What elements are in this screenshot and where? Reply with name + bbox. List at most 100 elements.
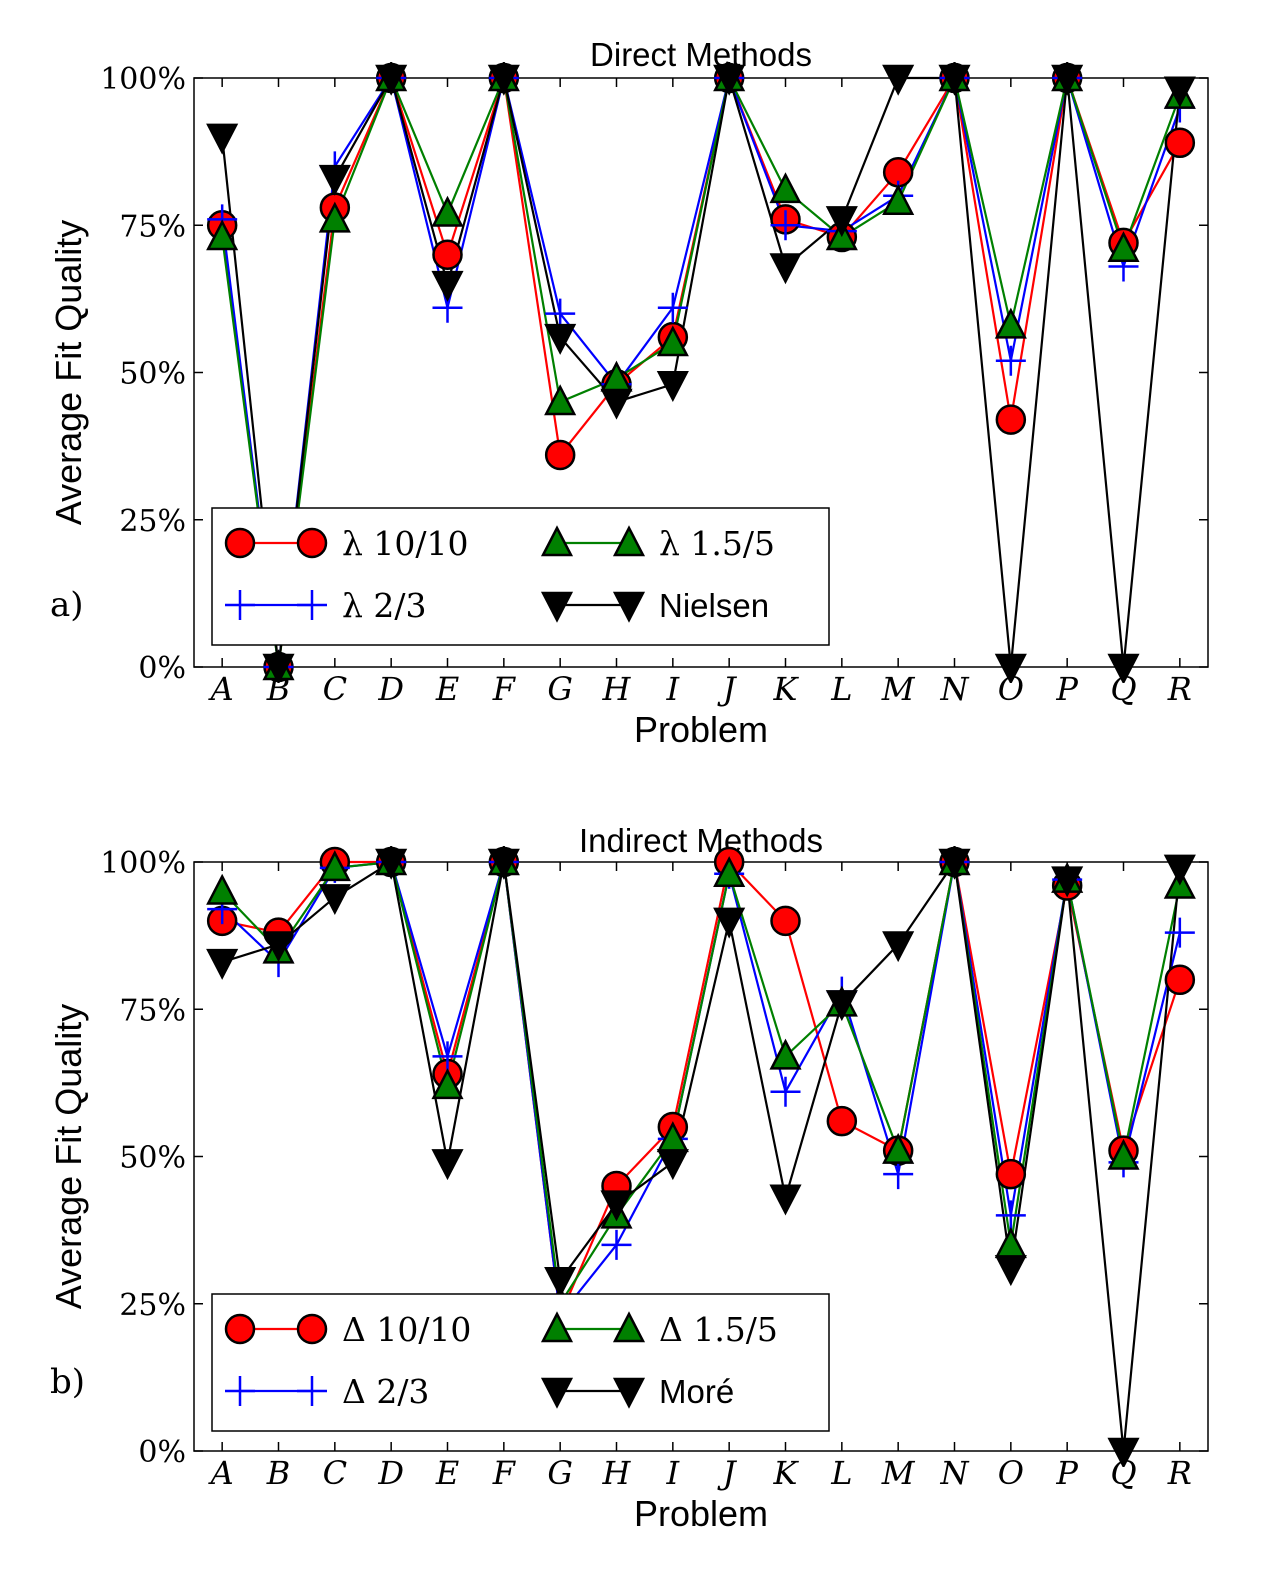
point-marker <box>206 873 239 905</box>
point-marker <box>770 1076 801 1107</box>
legend-entry: Moré <box>540 1373 734 1410</box>
x-tick-label: L <box>830 1454 852 1492</box>
point-marker <box>657 292 688 323</box>
point-marker <box>206 219 239 251</box>
point-marker <box>318 884 351 916</box>
y-tick-label: 75% <box>119 993 186 1028</box>
point-marker <box>770 905 801 937</box>
point-marker <box>656 325 689 357</box>
point-marker <box>1107 1437 1140 1467</box>
x-tick-label: J <box>717 1454 738 1492</box>
panel-label: a) <box>50 585 84 625</box>
point-marker <box>995 1158 1027 1190</box>
point-marker <box>769 253 802 285</box>
point-marker <box>545 298 576 329</box>
x-tick-label: M <box>881 670 916 708</box>
x-tick-label: R <box>1167 1454 1192 1492</box>
point-marker <box>713 856 746 888</box>
x-tick-label: F <box>492 670 517 708</box>
point-marker <box>713 64 746 96</box>
legend-entry: Δ 2/3 <box>225 1372 429 1411</box>
legend-label: Δ 1.5/5 <box>659 1310 778 1349</box>
point-marker <box>994 1255 1027 1287</box>
y-tick-label: 100% <box>100 62 186 97</box>
x-tick-label: D <box>377 1454 404 1492</box>
legend-marker <box>225 1376 255 1406</box>
point-marker <box>1107 231 1140 263</box>
x-tick-label: P <box>1055 1454 1078 1492</box>
point-marker <box>1051 64 1084 96</box>
legend: Δ 10/10 Δ 2/3 Δ 1.5/5 Moré <box>211 1293 830 1432</box>
legend-marker <box>540 591 574 623</box>
x-tick-label: B <box>266 1454 291 1492</box>
legend-marker <box>224 1313 256 1345</box>
point-marker <box>769 172 802 204</box>
x-tick-label: H <box>602 670 632 708</box>
legend-label: Nielsen <box>659 587 769 624</box>
point-marker <box>826 1105 858 1137</box>
point-marker <box>938 64 971 96</box>
point-marker <box>432 1041 463 1072</box>
x-tick-label: P <box>1055 670 1078 708</box>
y-tick-label: 75% <box>119 209 186 244</box>
point-marker <box>1107 653 1140 683</box>
point-marker <box>600 1190 633 1222</box>
x-tick-label: L <box>830 670 852 708</box>
legend-marker <box>296 527 328 559</box>
y-tick-label: 50% <box>119 1141 186 1176</box>
legend-marker <box>612 1377 646 1409</box>
point-marker <box>318 164 351 196</box>
legend-marker <box>540 525 574 557</box>
x-axis-title: Problem <box>634 709 768 750</box>
chart-title: Direct Methods <box>590 36 812 73</box>
point-marker <box>883 1159 914 1190</box>
series-layer <box>206 62 1196 683</box>
chart-panel-2: Indirect Methods 0% 25% 50% 75% 100% A B C D E F G H I… <box>48 822 1209 1534</box>
point-marker <box>1051 866 1084 898</box>
point-marker <box>375 848 408 880</box>
legend-marker <box>297 1376 327 1406</box>
point-marker <box>995 404 1027 435</box>
point-marker <box>318 201 351 233</box>
x-tick-label: D <box>377 670 404 708</box>
x-tick-label: E <box>435 670 459 708</box>
point-marker <box>375 64 408 96</box>
x-tick-label: H <box>602 1454 632 1492</box>
point-marker <box>432 239 463 270</box>
legend-marker <box>540 1377 574 1409</box>
legend-marker <box>297 590 327 620</box>
point-marker <box>544 384 577 416</box>
legend-marker <box>224 527 256 559</box>
y-axis-title: Average Fit Quality <box>48 1004 89 1309</box>
legend-marker <box>612 591 646 623</box>
x-tick-label: G <box>547 670 573 708</box>
point-marker <box>769 1184 802 1216</box>
point-marker <box>713 907 746 939</box>
chart-title: Indirect Methods <box>579 822 823 859</box>
point-marker <box>487 64 520 96</box>
point-marker <box>995 1200 1026 1231</box>
point-marker <box>1164 964 1196 996</box>
x-tick-label: A <box>208 670 234 708</box>
series-markers-4 <box>206 64 1196 683</box>
point-marker <box>770 210 801 241</box>
point-marker <box>262 931 295 963</box>
legend-marker <box>540 1311 574 1343</box>
x-tick-label: I <box>666 1454 681 1492</box>
x-tick-label: A <box>208 1454 234 1492</box>
point-marker <box>994 653 1027 683</box>
series-layer <box>206 846 1196 1467</box>
y-tick-label: 0% <box>138 1435 186 1470</box>
series-line-4 <box>221 75 1181 668</box>
point-marker <box>431 1068 464 1100</box>
legend-label: Moré <box>659 1373 734 1410</box>
x-tick-label: C <box>323 670 347 708</box>
legend-label: λ 1.5/5 <box>659 524 775 563</box>
x-tick-label: M <box>881 1454 916 1492</box>
point-marker <box>1164 917 1195 948</box>
point-marker <box>994 307 1027 339</box>
point-marker <box>206 123 239 155</box>
y-tick-label: 25% <box>119 504 186 539</box>
legend-label: Δ 10/10 <box>342 1310 471 1349</box>
